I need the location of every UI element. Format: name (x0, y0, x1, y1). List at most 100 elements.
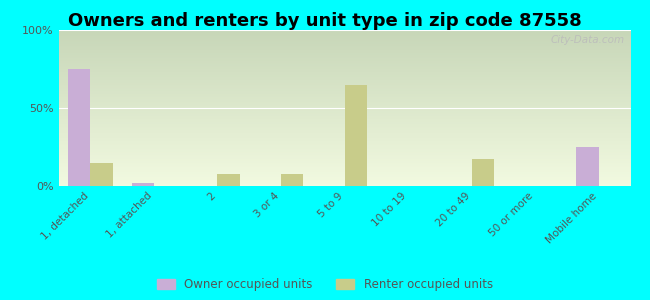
Bar (58, 50, 630, 52)
Bar (58, 155, 630, 156)
Bar (58, 127, 630, 128)
Bar (58, 180, 630, 181)
Bar (58, 106, 630, 108)
Bar (58, 121, 630, 122)
Bar (58, 44, 630, 46)
Bar (58, 158, 630, 160)
Bar (58, 49, 630, 50)
Bar (58, 74, 630, 75)
Text: Owners and renters by unit type in zip code 87558: Owners and renters by unit type in zip c… (68, 12, 582, 30)
Bar (58, 113, 630, 114)
Bar (58, 97, 630, 99)
Bar (58, 58, 630, 60)
Bar (58, 164, 630, 166)
Bar (58, 83, 630, 85)
Bar (58, 80, 630, 82)
Bar (58, 78, 630, 80)
Bar (58, 184, 630, 186)
Bar (58, 94, 630, 95)
Bar (58, 72, 630, 74)
Bar (58, 36, 630, 38)
Bar (58, 173, 630, 175)
Bar (58, 53, 630, 55)
Legend: Owner occupied units, Renter occupied units: Owner occupied units, Renter occupied un… (157, 278, 493, 291)
Bar (58, 131, 630, 133)
Bar (58, 117, 630, 119)
Bar (58, 172, 630, 173)
Bar (58, 169, 630, 170)
Bar (58, 136, 630, 138)
Bar (58, 100, 630, 102)
Bar (58, 134, 630, 136)
Bar (58, 108, 630, 110)
Bar (58, 35, 630, 36)
Bar (217, 173, 240, 186)
Bar (58, 30, 630, 31)
Bar (58, 175, 630, 177)
Bar (58, 167, 630, 169)
Bar (58, 60, 630, 61)
Bar (58, 110, 630, 111)
Bar (58, 116, 630, 117)
Bar (58, 133, 630, 134)
Bar (58, 102, 630, 103)
Bar (90, 163, 112, 186)
Bar (58, 103, 630, 105)
Bar (58, 119, 630, 121)
Bar (58, 64, 630, 66)
Bar (58, 181, 630, 183)
Bar (58, 125, 630, 127)
Bar (58, 139, 630, 141)
Bar (58, 95, 630, 97)
Bar (58, 170, 630, 172)
Bar (58, 77, 630, 78)
Bar (131, 183, 154, 186)
Bar (58, 141, 630, 142)
Bar (58, 153, 630, 155)
Bar (58, 138, 630, 139)
Bar (58, 41, 630, 43)
Bar (58, 63, 630, 64)
Bar (58, 128, 630, 130)
Bar (58, 75, 630, 77)
Bar (58, 105, 630, 106)
Bar (58, 46, 630, 47)
Bar (68, 69, 90, 186)
Bar (58, 163, 630, 164)
Bar (58, 61, 630, 63)
Bar (58, 92, 630, 94)
Bar (58, 70, 630, 72)
Bar (58, 82, 630, 83)
Bar (58, 148, 630, 150)
Bar (58, 156, 630, 158)
Bar (58, 43, 630, 44)
Bar (58, 114, 630, 116)
Bar (58, 55, 630, 56)
Bar (58, 68, 630, 69)
Bar (58, 178, 630, 180)
Bar (281, 173, 303, 186)
Bar (58, 166, 630, 167)
Bar (58, 160, 630, 161)
Bar (472, 160, 494, 186)
Bar (58, 88, 630, 89)
Bar (58, 147, 630, 148)
Bar (58, 86, 630, 88)
Bar (58, 177, 630, 178)
Bar (58, 89, 630, 91)
Bar (58, 52, 630, 53)
Bar (58, 146, 630, 147)
Bar (58, 122, 630, 124)
Bar (58, 91, 630, 92)
Text: City-Data.com: City-Data.com (551, 35, 625, 45)
Bar (58, 130, 630, 131)
Bar (58, 144, 630, 146)
Bar (58, 38, 630, 39)
Bar (58, 47, 630, 49)
Bar (58, 85, 630, 86)
Bar (58, 69, 630, 70)
Bar (58, 56, 630, 58)
Bar (58, 99, 630, 100)
Bar (58, 142, 630, 144)
Bar (58, 150, 630, 152)
